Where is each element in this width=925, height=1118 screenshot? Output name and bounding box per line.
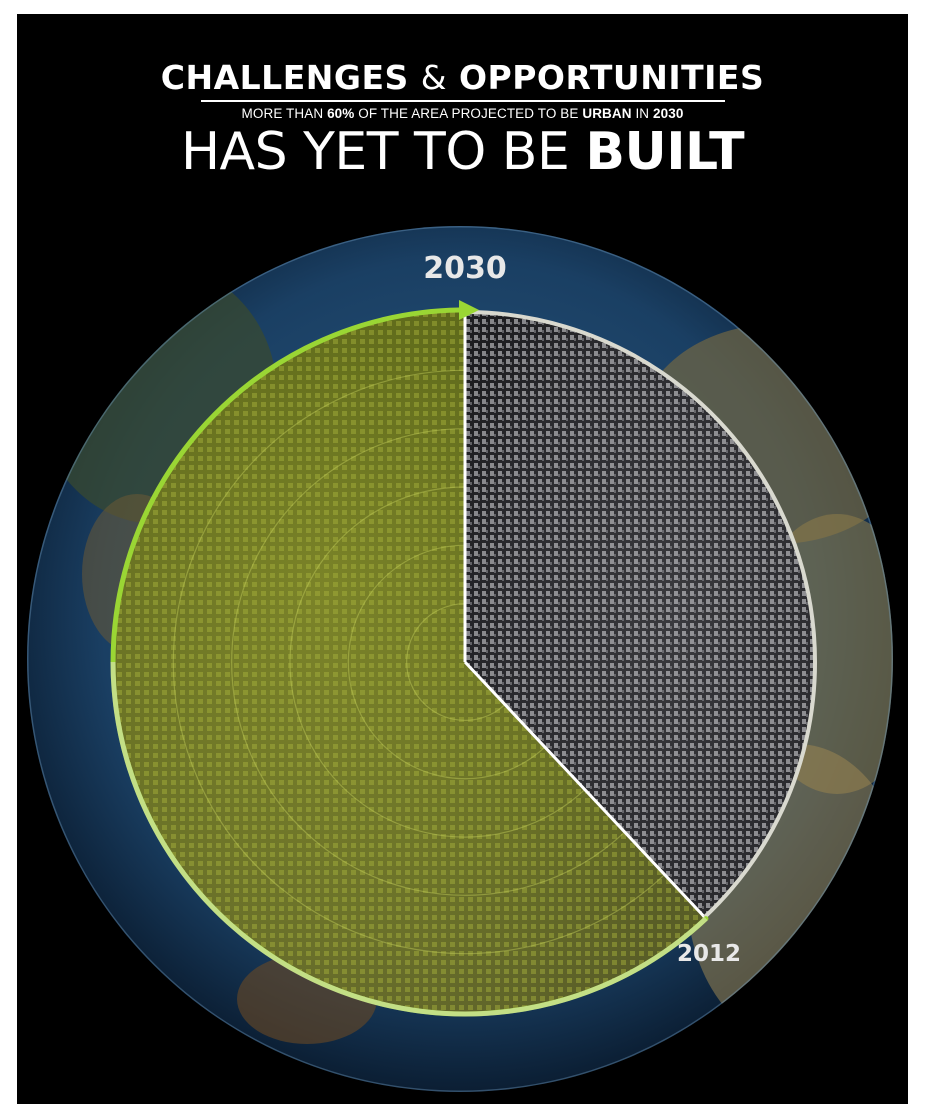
headline-built: BUILT [585, 122, 745, 182]
unbuilt-city-texture [114, 312, 705, 1013]
infographic-poster: 2030 2012 CHALLENGES & OPPORTUNITIES MOR… [17, 14, 908, 1104]
title-opportunities: OPPORTUNITIES [459, 58, 765, 97]
subtitle-part: MORE THAN [241, 106, 328, 121]
street-ring [406, 603, 506, 721]
chart-subtitle: MORE THAN 60% OF THE AREA PROJECTED TO B… [17, 106, 908, 122]
year-label-2012: 2012 [677, 941, 741, 967]
title-block: CHALLENGES & OPPORTUNITIES MORE THAN 60%… [17, 60, 908, 181]
street-ring [172, 369, 666, 955]
built-outline-ring [464, 310, 817, 919]
title-divider [200, 100, 725, 102]
street-ring [231, 428, 626, 896]
subtitle-part: OF THE AREA PROJECTED TO BE [354, 106, 583, 121]
growth-arrow-arc-fade [110, 661, 708, 1017]
year-label-2030: 2030 [423, 251, 507, 286]
subtitle-percent: 60% [327, 106, 355, 121]
chart-headline: HAS YET TO BE BUILT [17, 124, 908, 180]
headline-part: HAS YET TO BE [180, 122, 586, 182]
street-ring [289, 486, 586, 838]
built-city-texture [465, 312, 815, 918]
street-ring [347, 544, 546, 780]
pie-chart-globe: 2030 2012 [27, 226, 893, 1092]
title-challenges: CHALLENGES [160, 58, 409, 97]
title-ampersand: & [420, 58, 447, 97]
arrow-head-icon [459, 300, 479, 320]
subtitle-urban: URBAN [582, 106, 632, 121]
subtitle-part: IN [631, 106, 654, 121]
subtitle-year: 2030 [653, 106, 684, 121]
chart-title: CHALLENGES & OPPORTUNITIES [17, 60, 908, 96]
slice-divider-boundary [463, 660, 706, 919]
